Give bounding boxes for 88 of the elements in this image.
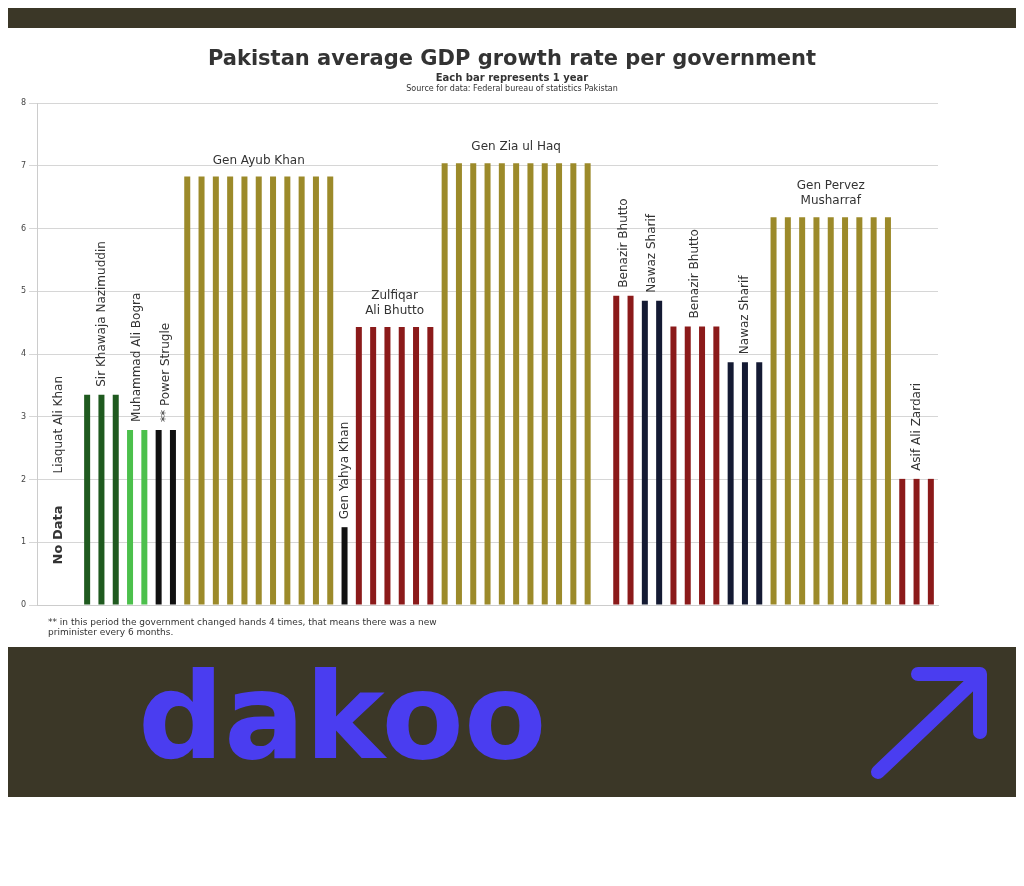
- bar: [98, 394, 105, 605]
- legend-label: Liaquat Ali Khan: [50, 375, 65, 474]
- bar: [455, 163, 462, 605]
- y-tick-label: 6: [21, 223, 27, 233]
- bar: [813, 217, 820, 605]
- bar: [913, 478, 920, 605]
- bar: [341, 527, 348, 605]
- bar: [284, 176, 291, 605]
- bar: [527, 163, 534, 605]
- bar: [770, 217, 777, 605]
- text: Sir Khawaja Nazimuddin: [93, 241, 108, 387]
- bar: [169, 429, 176, 605]
- bar: [727, 362, 734, 605]
- bar: [298, 176, 305, 605]
- bar: [842, 217, 849, 605]
- bar: [870, 217, 877, 605]
- y-tick-label: 1: [21, 537, 27, 547]
- bar: [627, 295, 634, 605]
- bar: [656, 300, 663, 605]
- bar: [413, 327, 420, 605]
- text: Gen Yahya Khan: [336, 421, 351, 520]
- bar: [127, 429, 134, 605]
- text: dakoo: [138, 647, 547, 787]
- y-tick-label: 8: [21, 98, 27, 108]
- bar: [799, 217, 806, 605]
- y-tick-label: 5: [21, 286, 27, 296]
- bar: [155, 429, 162, 605]
- text: Nawaz Sharif: [737, 274, 752, 355]
- bar: [684, 326, 691, 605]
- bar: [141, 429, 148, 605]
- y-tick-label: 4: [21, 349, 27, 359]
- series-label: Gen Pervez Musharraf: [796, 178, 865, 208]
- bar: [312, 176, 319, 605]
- text: ** in this period the government changed hands 4 times, that means there was a new priminister every 6 months.: [48, 617, 438, 637]
- bar: [699, 326, 706, 605]
- text: Benazir Bhutto: [615, 198, 630, 288]
- series-label: Gen Ayub Khan: [212, 152, 305, 167]
- bar: [227, 176, 234, 605]
- source-note: Source for data: Federal bureau of statistics Pakistan: [405, 84, 619, 93]
- bar: [513, 163, 520, 605]
- bar: [470, 163, 477, 605]
- text: Asif Ali Zardari: [908, 382, 923, 471]
- bar: [270, 176, 277, 605]
- chart-title: Pakistan average GDP growth rate per government: [206, 46, 818, 70]
- bar: [441, 163, 448, 605]
- y-tick-label: 7: [21, 160, 27, 170]
- bar: [112, 394, 119, 605]
- bar: [899, 478, 906, 605]
- bar: [484, 163, 491, 605]
- bar: [741, 362, 748, 605]
- text: Muhammad Ali Bogra: [129, 292, 144, 422]
- bar: [212, 176, 219, 605]
- bar: [670, 326, 677, 605]
- bar: [241, 176, 248, 605]
- bar: [184, 176, 191, 605]
- bar: [570, 163, 577, 605]
- bar: [784, 217, 791, 605]
- bar: [713, 326, 720, 605]
- bar: [641, 300, 648, 605]
- bar: [384, 327, 391, 605]
- annotation: No Data: [49, 505, 65, 565]
- series-label: Zulfiqar Ali Bhutto: [365, 288, 425, 318]
- series-label: Gen Zia ul Haq: [471, 139, 561, 154]
- text: Benazir Bhutto: [687, 229, 702, 319]
- y-tick-label: 2: [21, 474, 27, 484]
- bar: [498, 163, 505, 605]
- bar: [198, 176, 205, 605]
- bar: [355, 327, 362, 605]
- y-tick-label: 0: [21, 600, 27, 610]
- bar: [856, 217, 863, 605]
- bar: [613, 295, 620, 605]
- bar: [370, 327, 377, 605]
- bar: [255, 176, 262, 605]
- bar: [327, 176, 334, 605]
- bar: [884, 217, 891, 605]
- bar: [927, 478, 934, 605]
- bar: [756, 362, 763, 605]
- bar: [584, 163, 591, 605]
- bar: [541, 163, 548, 605]
- chart-subtitle: Each bar represents 1 year: [434, 72, 589, 83]
- y-tick-label: 3: [21, 411, 27, 421]
- bar: [84, 394, 91, 605]
- bar: [398, 327, 405, 605]
- text: Nawaz Sharif: [644, 213, 659, 293]
- bar: [556, 163, 563, 605]
- text: ** Power Strugle: [157, 322, 172, 422]
- bar: [427, 327, 434, 605]
- bar: [827, 217, 834, 605]
